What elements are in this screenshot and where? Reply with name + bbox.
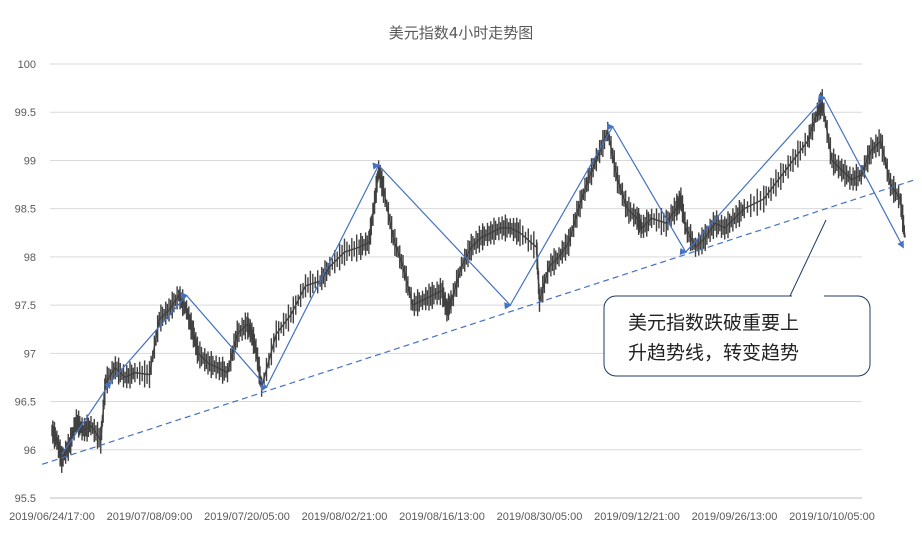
x-tick-label: 2019/10/10/05:00	[789, 511, 875, 523]
x-tick-label: 2019/07/20/05:00	[204, 511, 290, 523]
x-tick-label: 2019/09/12/21:00	[594, 511, 680, 523]
price-series-line	[51, 100, 906, 462]
y-axis-ticks: 95.5 96 96.5 97 97.5 98 98.5 99 99.5 100	[15, 59, 36, 505]
price-jitter	[51, 89, 906, 473]
y-tick-label: 95.5	[15, 493, 36, 505]
x-tick-label: 2019/08/16/13:00	[399, 511, 485, 523]
x-tick-label: 2019/08/02/21:00	[302, 511, 388, 523]
callout-text-line: 美元指数跌破重要上	[628, 312, 799, 334]
y-tick-label: 96.5	[15, 397, 36, 409]
callout-pointer	[789, 219, 827, 297]
trendline	[42, 179, 916, 465]
y-tick-label: 99	[24, 155, 36, 167]
y-tick-label: 98	[24, 252, 36, 264]
wave-arrows-line	[61, 93, 904, 455]
x-tick-label: 2019/09/26/13:00	[692, 511, 778, 523]
series-layer	[42, 89, 916, 473]
y-tick-label: 97	[24, 348, 36, 360]
callout-text-line: 升趋势线，转变趋势	[628, 342, 799, 364]
x-tick-label: 2019/07/08/09:00	[107, 511, 193, 523]
chart-title: 美元指数4小时走势图	[389, 24, 534, 42]
x-axis-ticks: 2019/06/24/17:00 2019/07/08/09:00 2019/07/…	[9, 511, 875, 523]
x-tick-label: 2019/06/24/17:00	[9, 511, 95, 523]
callout-box	[603, 295, 871, 377]
y-tick-label: 99.5	[15, 107, 36, 119]
y-tick-label: 96	[24, 445, 36, 457]
x-tick-label: 2019/08/30/05:00	[497, 511, 583, 523]
y-tick-label: 97.5	[15, 300, 36, 312]
y-tick-label: 98.5	[15, 204, 36, 216]
y-tick-label: 100	[18, 59, 36, 71]
